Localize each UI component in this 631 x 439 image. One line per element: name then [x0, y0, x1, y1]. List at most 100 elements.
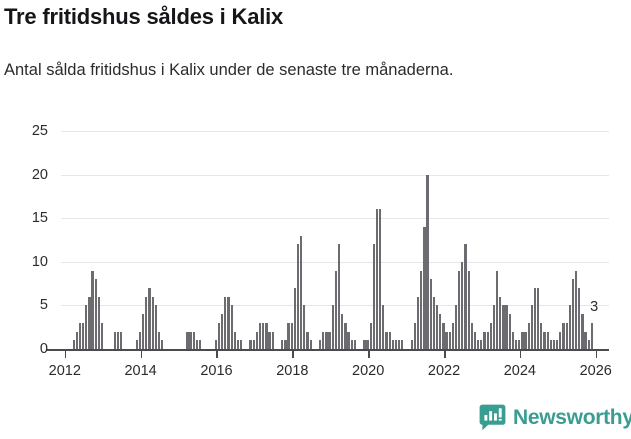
bar: [135, 340, 138, 349]
bar: [524, 331, 527, 349]
bar: [451, 322, 454, 349]
bar: [505, 305, 508, 349]
bar: [113, 331, 116, 349]
gridline: [61, 131, 609, 132]
bar: [483, 331, 486, 349]
bar: [309, 340, 312, 349]
bar-value-label: 3: [590, 298, 599, 315]
brand-name: Newsworthy: [513, 406, 631, 429]
bar: [420, 270, 423, 349]
bar: [546, 331, 549, 349]
bar: [574, 270, 578, 349]
bar: [198, 340, 202, 349]
newsworthy-logo[interactable]: Newsworthy: [479, 404, 631, 431]
bar: [416, 296, 420, 349]
bar: [464, 244, 467, 349]
x-axis-tick-label: 2020: [352, 363, 385, 379]
bar: [233, 331, 236, 349]
bar: [363, 340, 366, 349]
bar: [477, 340, 480, 349]
bar: [72, 340, 75, 349]
y-axis-tick-label: 20: [31, 166, 48, 183]
bar: [511, 331, 515, 349]
bar: [581, 314, 584, 349]
bar: [224, 296, 227, 349]
x-axis-tick: [292, 351, 294, 358]
bar: [284, 340, 287, 349]
bar: [398, 340, 401, 349]
bar-chart-speech-bubble-icon: [479, 404, 506, 431]
gridline: [61, 174, 609, 176]
y-axis-tick-label: 5: [39, 297, 48, 314]
bar: [556, 340, 559, 349]
bar: [221, 314, 224, 349]
bar: [527, 322, 530, 349]
x-axis-tick: [368, 351, 370, 358]
gridline: [61, 218, 609, 220]
bar: [492, 305, 496, 349]
bar: [249, 340, 252, 349]
x-axis-line: [47, 349, 609, 351]
bar: [439, 314, 442, 349]
bar: [467, 270, 470, 349]
gridline: [61, 261, 609, 263]
bar: [382, 305, 385, 349]
bar: [353, 340, 357, 349]
bar: [448, 331, 451, 349]
bar: [499, 296, 502, 349]
bar: [584, 331, 587, 349]
bar: [344, 322, 347, 349]
bar: [385, 331, 388, 349]
bar: [537, 287, 540, 349]
bar: [328, 331, 331, 349]
bar: [590, 322, 594, 349]
bar: [265, 322, 268, 349]
bar: [271, 331, 274, 349]
bar: [461, 261, 464, 349]
bar: [337, 244, 341, 349]
bar: [432, 296, 436, 349]
bar-series: [0, 120, 631, 385]
bar: [296, 244, 300, 349]
bar: [413, 322, 417, 349]
bar: [300, 235, 303, 349]
bar: [230, 305, 233, 349]
page-subtitle: Antal sålda fritidshus i Kalix under de …: [4, 61, 454, 79]
bar: [195, 340, 199, 349]
bar: [568, 305, 571, 349]
bar: [290, 322, 293, 349]
bar: [192, 331, 195, 349]
x-axis-tick-label: 2014: [124, 363, 157, 379]
x-axis-tick: [140, 351, 143, 358]
x-axis-tick-label: 2024: [503, 363, 536, 379]
bar: [552, 340, 556, 349]
bar: [148, 287, 151, 349]
bar: [319, 340, 322, 349]
bar: [157, 331, 161, 349]
bar: [426, 174, 429, 349]
bar: [142, 314, 145, 349]
bar: [119, 331, 123, 349]
bar: [331, 305, 334, 349]
bar: [81, 322, 85, 349]
bar: [78, 322, 82, 349]
bar: [518, 340, 521, 349]
x-axis-tick: [64, 351, 67, 358]
bar: [366, 340, 369, 349]
x-axis-tick-label: 2018: [276, 363, 309, 379]
bar: [281, 340, 284, 349]
bar: [255, 331, 259, 349]
bar: [495, 270, 499, 349]
bar: [521, 331, 524, 349]
bar: [458, 270, 461, 349]
x-axis-tick-label: 2012: [48, 363, 81, 379]
bar: [394, 340, 398, 349]
bar: [454, 305, 458, 349]
bar: [350, 340, 353, 349]
bar: [473, 331, 477, 349]
bar: [401, 340, 404, 349]
x-axis-tick: [216, 351, 218, 358]
x-axis-tick: [519, 351, 522, 358]
x-axis-tick: [595, 351, 598, 358]
bar: [252, 340, 255, 349]
